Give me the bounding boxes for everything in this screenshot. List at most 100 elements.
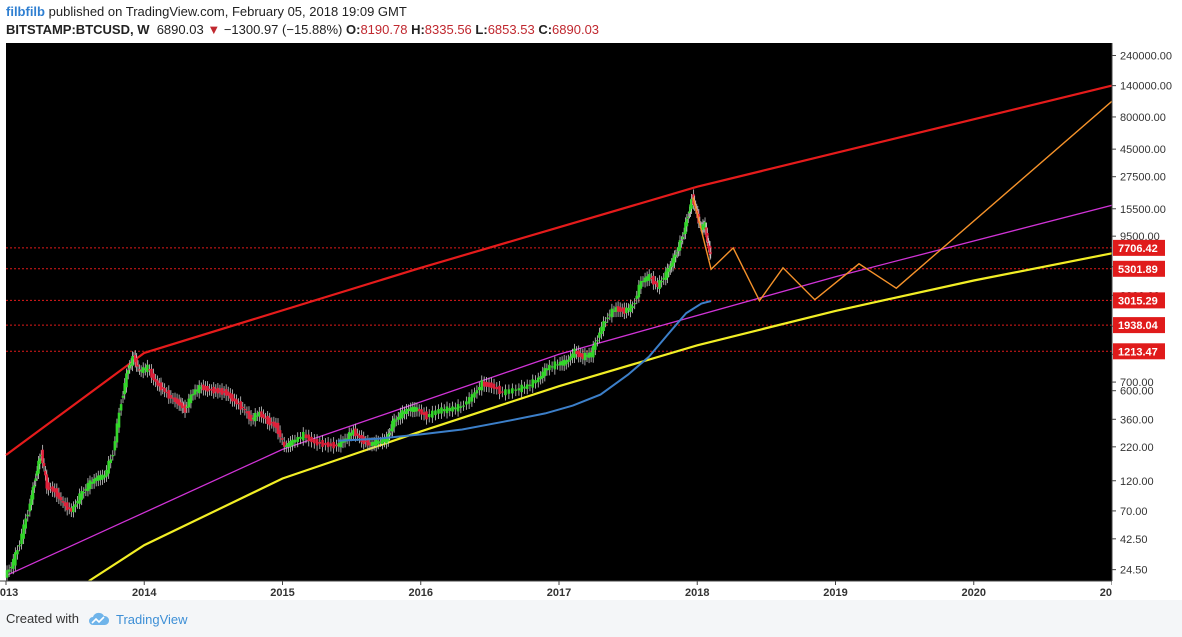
price-tick-label: 70.00: [1120, 506, 1148, 518]
candle-body: [105, 469, 108, 477]
candle-body: [212, 386, 216, 394]
tradingview-link[interactable]: TradingView: [88, 609, 188, 629]
candle-body: [405, 408, 408, 414]
candle-body: [180, 402, 184, 409]
candle-body: [686, 216, 690, 218]
candle-body: [556, 364, 559, 366]
candle-body: [347, 432, 351, 441]
candle-body: [677, 246, 680, 252]
candle-body: [517, 388, 521, 391]
candle-body: [179, 402, 183, 406]
candle-body: [255, 415, 259, 417]
candle-body: [660, 281, 663, 283]
chart-area[interactable]: 240000.00 140000.00 80000.00 45000.00 27500.…: [0, 41, 1182, 600]
candle-body: [57, 492, 61, 499]
candle-body: [614, 307, 618, 312]
candle-body: [189, 394, 193, 404]
candle-body: [495, 386, 499, 390]
candle-body: [520, 384, 523, 393]
candle-body: [705, 233, 709, 241]
candle-body: [470, 394, 474, 402]
candle-body: [485, 381, 488, 387]
candle-body: [600, 326, 603, 335]
candle-body: [289, 440, 292, 447]
candle-body: [278, 430, 282, 438]
candle-body: [612, 310, 616, 312]
candle-body: [478, 387, 481, 391]
candle-body: [352, 430, 355, 435]
candle-body: [111, 455, 115, 457]
candle-body: [270, 422, 274, 424]
candle-body: [258, 411, 261, 417]
candle-body: [117, 412, 121, 428]
candle-body: [658, 280, 661, 289]
candle-body: [165, 391, 169, 394]
candle-body: [593, 342, 597, 350]
published-text: published on TradingView.com, February 0…: [48, 4, 407, 19]
author-link[interactable]: filbfilb: [6, 4, 45, 19]
candle-body: [709, 252, 713, 254]
candle-body: [579, 353, 583, 357]
candle-body: [480, 380, 484, 391]
candle-body: [237, 403, 240, 405]
candle-body: [618, 307, 622, 312]
candle-body: [99, 475, 102, 481]
candle-body: [296, 437, 300, 442]
candle-body: [550, 366, 554, 368]
candle-body: [473, 392, 476, 398]
candle-body: [381, 438, 384, 445]
candle-body: [560, 361, 564, 366]
candle-body: [680, 241, 683, 243]
candle-body: [668, 265, 672, 270]
time-axis-background: [0, 581, 1182, 600]
candle-body: [5, 570, 9, 578]
trendline: [5, 204, 1113, 577]
candle-body: [276, 422, 280, 435]
candle-body: [431, 410, 434, 418]
candle-body: [492, 383, 496, 389]
candle-body: [587, 352, 591, 358]
candle-body: [376, 440, 380, 444]
candle-body: [51, 486, 54, 492]
price-chart[interactable]: 240000.00 140000.00 80000.00 45000.00 27500.…: [0, 41, 1182, 600]
candle-body: [72, 506, 75, 513]
candle-body: [389, 429, 393, 431]
candle-body: [195, 389, 199, 392]
high-label: H:: [411, 22, 425, 37]
price-tick-label: 700.00: [1120, 377, 1154, 389]
candle-body: [475, 390, 479, 394]
candle-body: [349, 433, 353, 436]
candle-body: [121, 395, 125, 398]
candle-body: [163, 388, 166, 392]
created-with-label: Created with: [6, 611, 79, 626]
last-price: 6890.03: [156, 22, 204, 37]
candle-body: [627, 308, 630, 311]
price-level-badge: [1113, 317, 1165, 334]
candle-body: [136, 365, 140, 367]
candle-body: [411, 406, 415, 412]
candle-body: [602, 321, 605, 332]
candle-body: [287, 442, 290, 448]
candle-body: [459, 406, 463, 408]
candle-body: [420, 409, 423, 415]
candle-body: [643, 277, 647, 283]
candle-body: [115, 423, 119, 443]
candle-body: [409, 407, 413, 412]
candle-body: [22, 524, 25, 539]
candle-body: [214, 388, 218, 392]
candle-body: [9, 566, 13, 569]
candle-body: [501, 391, 504, 393]
price-level-label: 5301.89: [1118, 264, 1158, 276]
candle-body: [88, 480, 92, 490]
candle-body: [202, 384, 205, 391]
candle-body: [604, 321, 607, 323]
candle-body: [652, 275, 655, 285]
candle-body: [337, 443, 341, 447]
candle-body: [119, 404, 123, 411]
candle-body: [413, 406, 417, 412]
candle-body: [266, 415, 269, 424]
candle-body: [133, 355, 137, 363]
candle-body: [401, 410, 404, 419]
candle-body: [268, 417, 272, 426]
candle-body: [545, 368, 549, 371]
